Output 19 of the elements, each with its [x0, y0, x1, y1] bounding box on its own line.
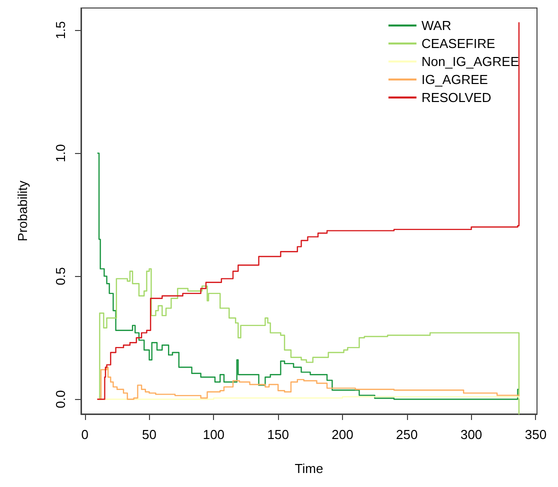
y-tick-label: 0.0	[53, 390, 68, 408]
x-tick-label: 50	[142, 427, 157, 442]
x-tick-label: 300	[460, 427, 482, 442]
y-tick-label: 1.5	[53, 21, 68, 40]
x-tick-label: 100	[202, 427, 225, 442]
x-tick-label: 150	[267, 427, 289, 442]
x-tick-label: 250	[396, 427, 418, 442]
x-tick-label: 0	[81, 427, 88, 442]
y-tick-label: 1.0	[53, 144, 68, 162]
legend-label: CEASEFIRE	[421, 36, 496, 51]
x-tick-label: 200	[332, 427, 354, 442]
y-tick-label: 0.5	[53, 267, 68, 286]
y-axis-title: Probability	[15, 180, 30, 242]
legend-label: WAR	[421, 18, 452, 33]
legend-label: IG_AGREE	[421, 72, 488, 87]
x-axis-title: Time	[294, 461, 324, 476]
legend-label: Non_IG_AGREE	[421, 54, 520, 69]
x-tick-label: 350	[524, 427, 547, 442]
legend-label: RESOLVED	[421, 90, 492, 105]
